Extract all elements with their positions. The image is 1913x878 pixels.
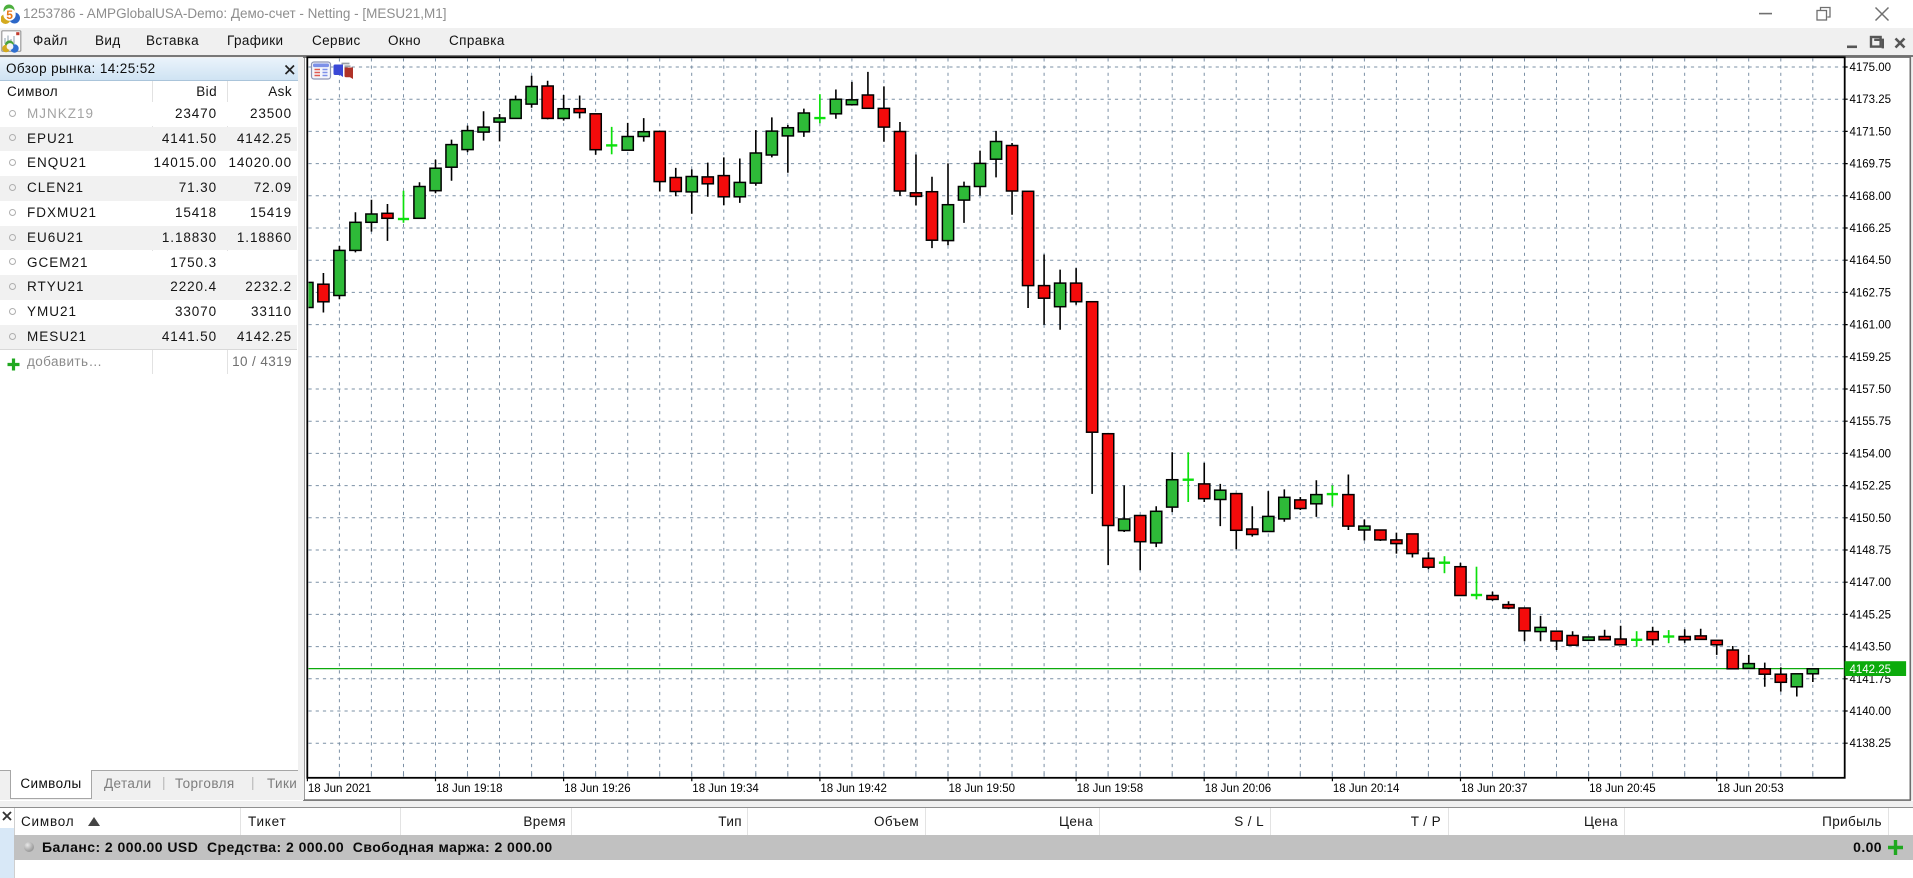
svg-text:18 Jun 19:58: 18 Jun 19:58 [1077, 783, 1144, 795]
svg-text:4171.50: 4171.50 [1850, 126, 1892, 138]
svg-text:18 Jun 20:53: 18 Jun 20:53 [1717, 783, 1784, 795]
svg-text:4148.75: 4148.75 [1850, 545, 1892, 557]
svg-text:18 Jun 20:45: 18 Jun 20:45 [1589, 783, 1656, 795]
svg-text:4152.25: 4152.25 [1850, 481, 1892, 493]
svg-text:4166.25: 4166.25 [1850, 223, 1892, 235]
svg-text:18 Jun 20:06: 18 Jun 20:06 [1205, 783, 1272, 795]
svg-text:4142.25: 4142.25 [1850, 664, 1892, 676]
svg-text:4157.50: 4157.50 [1850, 384, 1892, 396]
svg-text:4154.00: 4154.00 [1850, 448, 1892, 460]
svg-text:5: 5 [6, 8, 13, 22]
svg-text:4140.00: 4140.00 [1850, 706, 1892, 718]
svg-text:18 Jun 19:50: 18 Jun 19:50 [949, 783, 1016, 795]
svg-text:18 Jun 2021: 18 Jun 2021 [308, 783, 371, 795]
svg-text:4150.50: 4150.50 [1850, 513, 1892, 525]
svg-text:4138.25: 4138.25 [1850, 738, 1892, 750]
svg-text:18 Jun 19:26: 18 Jun 19:26 [564, 783, 631, 795]
svg-text:4162.75: 4162.75 [1850, 287, 1892, 299]
svg-text:18 Jun 19:18: 18 Jun 19:18 [436, 783, 503, 795]
svg-text:4155.75: 4155.75 [1850, 416, 1892, 428]
svg-text:4168.00: 4168.00 [1850, 191, 1892, 203]
svg-text:4169.75: 4169.75 [1850, 159, 1892, 171]
svg-text:4173.25: 4173.25 [1850, 94, 1892, 106]
svg-text:4159.25: 4159.25 [1850, 352, 1892, 364]
svg-text:18 Jun 20:14: 18 Jun 20:14 [1333, 783, 1400, 795]
svg-text:4147.00: 4147.00 [1850, 577, 1892, 589]
svg-text:4164.50: 4164.50 [1850, 255, 1892, 267]
svg-text:4145.25: 4145.25 [1850, 609, 1892, 621]
svg-text:18 Jun 19:42: 18 Jun 19:42 [820, 783, 887, 795]
svg-text:18 Jun 20:37: 18 Jun 20:37 [1461, 783, 1528, 795]
svg-text:4141.75: 4141.75 [1850, 674, 1892, 686]
svg-text:4143.50: 4143.50 [1850, 642, 1892, 654]
svg-text:18 Jun 19:34: 18 Jun 19:34 [692, 783, 759, 795]
svg-text:4175.00: 4175.00 [1850, 62, 1892, 74]
svg-text:4161.00: 4161.00 [1850, 320, 1892, 332]
